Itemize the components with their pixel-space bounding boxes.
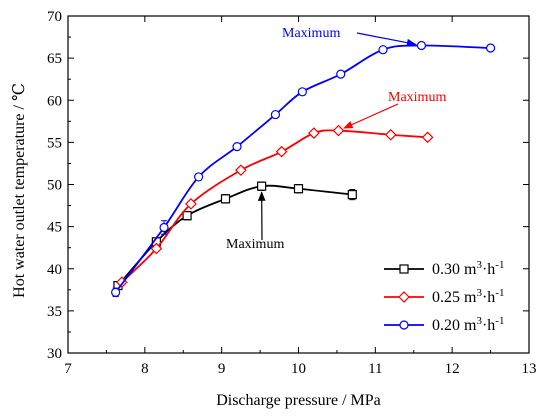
data-point [194,172,204,182]
annotation-red-maximum: Maximum [343,90,446,129]
data-point [159,222,169,233]
data-point [293,184,304,194]
legend: 0.30 m3·h-1 0.25 m3·h-1 0.20 m3·h-1 [384,259,504,334]
legend-label-0: 0.30 m3·h-1 [432,259,504,278]
axis-titles: Discharge pressure / MPa Hot water outle… [11,83,381,409]
annotation-label: Maximum [388,90,446,105]
data-point [257,181,267,191]
y-axis-title: Hot water outlet temperature / ℃ [11,83,28,298]
legend-entry-2: 0.20 m3·h-1 [384,315,504,334]
data-point [270,109,281,120]
data-point [275,145,288,158]
y-tick-label: 70 [47,9,62,25]
data-point [297,87,307,97]
y-tick-label: 40 [47,262,62,278]
data-point [235,164,247,177]
data-point [185,198,197,210]
annotation-blue-maximum: Maximum [282,26,417,47]
data-point [416,40,427,51]
x-axis-separator: / [342,392,350,409]
x-axis-label: Discharge pressure [216,392,338,409]
data-point [111,287,121,297]
legend-marker [399,320,409,330]
legend-entry-1: 0.25 m3·h-1 [384,287,504,306]
series-1 [115,124,434,289]
data-point [485,43,496,53]
x-tick-label: 11 [368,361,382,377]
data-point [332,124,345,137]
y-tick-label: 65 [47,51,62,67]
y-tick-label: 55 [47,135,62,151]
data-point [347,190,357,200]
annotation-label: Maximum [226,237,284,252]
annotation-arrow [356,32,417,47]
series-line [117,184,353,287]
y-tick-label: 45 [47,220,62,236]
series-0 [113,181,357,291]
series-line [114,44,491,293]
x-tick-label: 10 [291,361,306,377]
x-tick-label: 7 [64,361,72,377]
x-tick-label: 12 [445,361,460,377]
data-point [232,141,242,152]
y-tick-label: 60 [47,93,62,109]
annotations-layer: Maximum Maximum Maximum [226,26,446,252]
x-tick-label: 13 [522,361,537,377]
y-tick-label: 50 [47,178,62,194]
data-point [308,127,320,139]
data-point [384,128,397,141]
data-point [150,242,163,255]
legend-label-1: 0.25 m3·h-1 [432,287,504,306]
annotation-arrow [343,103,399,129]
y-tick-label: 35 [47,304,62,320]
legend-entry-0: 0.30 m3·h-1 [384,259,504,278]
annotation-label: Maximum [282,26,340,41]
series-2 [111,40,496,298]
y-axis-separator: / [11,101,28,109]
legend-marker [399,264,409,274]
data-point [336,69,346,79]
legend-marker [398,291,410,303]
data-point [182,211,192,221]
y-tick-label: 30 [47,346,62,362]
y-axis-unit: ℃ [11,83,28,101]
legend-label-2: 0.20 m3·h-1 [432,315,504,334]
data-point [378,45,388,55]
x-tick-label: 8 [141,361,149,377]
ticks-layer: 7 8 9 10 11 12 13 30 35 40 45 50 55 60 65 70 [47,9,537,377]
marks-layer [111,40,496,298]
series-line [121,129,428,283]
data-point [421,131,434,144]
y-axis-label: Hot water outlet temperature [11,113,28,297]
x-axis-title: Discharge pressure / MPa [216,392,381,409]
x-tick-label: 9 [218,361,226,377]
data-point [220,194,231,204]
annotation-black-maximum: Maximum [226,191,284,252]
x-axis-unit: MPa [351,392,381,409]
